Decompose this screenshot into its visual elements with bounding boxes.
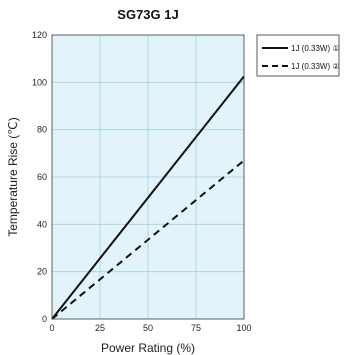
x-tick-label-0: 0 bbox=[49, 323, 54, 333]
legend-box bbox=[256, 34, 340, 77]
y-axis-label: Temperature Rise (℃) bbox=[6, 117, 20, 237]
x-tick-label-3: 75 bbox=[191, 323, 201, 333]
y-axis-ticks: 0 20 40 60 80 100 120 bbox=[32, 30, 47, 324]
series-line-2 bbox=[51, 159, 245, 320]
y-tick-label-6: 120 bbox=[32, 30, 47, 40]
y-tick-label-0: 0 bbox=[42, 314, 47, 324]
legend-label-series-1: 1J (0.33W) ① bbox=[291, 44, 340, 53]
legend-label-series-2: 1J (0.33W) ② bbox=[291, 62, 340, 71]
legend: 1J (0.33W) ① 1J (0.33W) ② bbox=[256, 34, 340, 77]
y-tick-label-5: 100 bbox=[32, 77, 47, 87]
y-tick-label-3: 60 bbox=[37, 172, 47, 182]
x-tick-label-2: 50 bbox=[143, 323, 153, 333]
y-tick-label-2: 40 bbox=[37, 219, 47, 229]
series-lines bbox=[51, 75, 245, 320]
plot-frame bbox=[51, 34, 245, 320]
y-tick-label-1: 20 bbox=[37, 267, 47, 277]
x-tick-label-4: 100 bbox=[236, 323, 251, 333]
series-line-1 bbox=[51, 75, 245, 320]
x-axis-ticks: 0 25 50 75 100 bbox=[49, 323, 251, 333]
y-tick-label-4: 80 bbox=[37, 125, 47, 135]
x-tick-label-1: 25 bbox=[95, 323, 105, 333]
x-axis-label: Power Rating (%) bbox=[101, 341, 195, 355]
grid-lines bbox=[51, 34, 245, 320]
chart-title: SG73G 1J bbox=[117, 7, 178, 22]
